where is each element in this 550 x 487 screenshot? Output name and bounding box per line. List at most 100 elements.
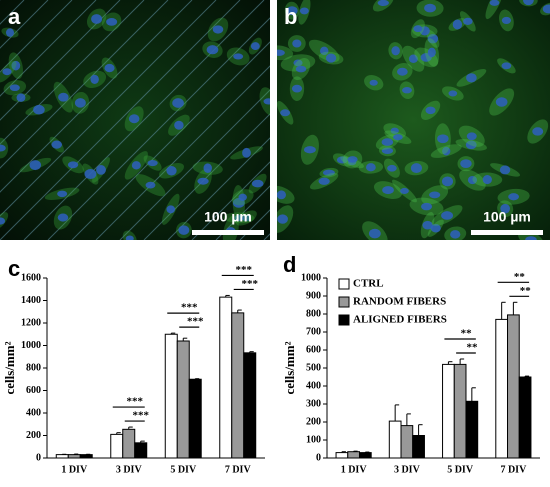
panel-label: b — [284, 4, 297, 29]
panel-label: a — [8, 4, 21, 29]
nucleus — [391, 46, 400, 56]
nucleus — [67, 161, 79, 169]
nucleus — [291, 84, 303, 93]
nucleus — [104, 63, 115, 73]
y-tick-label: 0 — [36, 452, 41, 463]
y-tick-label: 0 — [316, 452, 321, 463]
panel-label: d — [283, 252, 296, 277]
significance-label: ** — [466, 342, 478, 354]
nucleus — [347, 156, 358, 163]
bar — [79, 454, 93, 459]
bar — [453, 363, 467, 459]
nucleus — [421, 202, 433, 211]
nucleus — [174, 120, 184, 130]
nucleus — [452, 19, 463, 30]
nucleus — [238, 193, 247, 201]
bar — [442, 363, 455, 459]
nucleus — [0, 144, 6, 152]
nucleus — [33, 104, 45, 115]
nucleus — [400, 187, 409, 195]
y-tick-label: 100 — [306, 434, 321, 445]
nucleus — [368, 228, 381, 239]
nucleus — [523, 0, 534, 6]
nucleus — [91, 14, 103, 24]
nucleus — [197, 177, 209, 185]
x-tick-label: 5 DIV — [447, 464, 474, 475]
significance-label: *** — [132, 410, 149, 422]
bar — [412, 435, 425, 459]
nucleus — [430, 224, 441, 233]
panel-label: c — [8, 256, 20, 281]
fiber — [0, 0, 145, 145]
nucleus — [303, 146, 316, 154]
bar — [188, 378, 202, 459]
nucleus — [293, 59, 303, 67]
nucleus — [203, 163, 212, 174]
y-axis-label: cells/mm² — [2, 341, 17, 394]
nucleus — [441, 211, 454, 220]
nucleus — [16, 93, 26, 102]
bar — [518, 376, 532, 459]
y-tick-label: 1000 — [301, 272, 321, 283]
bar — [134, 442, 148, 459]
nucleus — [84, 169, 97, 180]
bar — [400, 425, 414, 459]
y-tick-label: 800 — [306, 308, 321, 319]
bar — [164, 333, 178, 459]
nucleus — [57, 213, 69, 222]
bar — [243, 352, 257, 459]
nucleus — [318, 177, 330, 185]
nucleus — [425, 106, 436, 115]
bar — [176, 340, 190, 459]
nucleus — [147, 159, 158, 167]
nucleus — [466, 132, 477, 141]
nucleus — [448, 90, 458, 97]
x-tick-label: 3 DIV — [116, 464, 143, 475]
nucleus — [74, 98, 86, 108]
fiber — [23, 0, 265, 240]
nucleus — [381, 147, 394, 155]
nucleus — [125, 235, 134, 240]
nucleus — [29, 160, 42, 171]
fiber — [95, 65, 270, 240]
nucleus — [58, 92, 69, 102]
y-axis-label: cells/mm² — [282, 341, 297, 394]
nucleus — [542, 4, 550, 14]
nucleus — [393, 134, 403, 141]
nucleus — [172, 98, 184, 108]
micrograph-b — [277, 0, 550, 240]
nucleus — [525, 236, 537, 240]
nucleus — [96, 165, 106, 175]
significance-label: ** — [514, 271, 526, 283]
nucleus — [336, 156, 348, 164]
fiber — [167, 137, 270, 240]
nucleus — [410, 163, 422, 174]
significance-label: ** — [461, 328, 473, 340]
nucleus — [263, 98, 270, 105]
nucleus — [402, 87, 412, 94]
nucleus — [234, 214, 244, 222]
nucleus — [387, 164, 397, 172]
nucleus — [9, 84, 20, 92]
nucleus — [532, 127, 544, 136]
nucleus — [131, 161, 141, 170]
bar — [219, 296, 233, 459]
fiber — [71, 41, 270, 240]
bar — [67, 454, 81, 459]
nucleus — [57, 190, 68, 198]
nucleus — [241, 214, 251, 222]
nucleus — [0, 217, 6, 225]
nucleus — [465, 140, 477, 150]
nucleus — [369, 79, 378, 86]
nucleus — [323, 169, 335, 176]
nucleus — [178, 225, 190, 235]
fiber — [0, 0, 121, 121]
nucleus — [463, 17, 473, 25]
nucleus — [397, 67, 408, 76]
x-tick-label: 7 DIV — [500, 464, 527, 475]
x-tick-label: 3 DIV — [394, 464, 421, 475]
nucleus — [128, 114, 140, 124]
nucleus — [466, 73, 477, 83]
nucleus — [280, 109, 291, 117]
legend-label: ALIGNED FIBERS — [353, 314, 447, 326]
